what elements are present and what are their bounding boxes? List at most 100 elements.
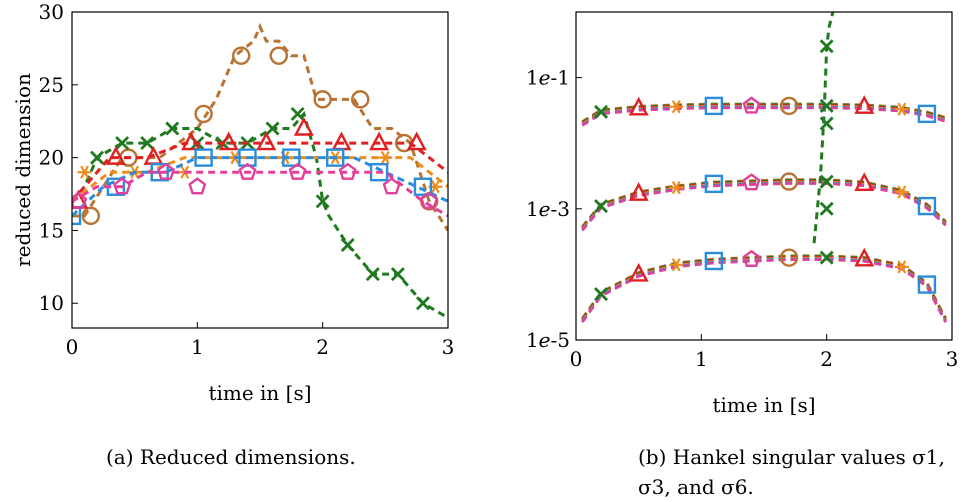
data-point-b0-2: [628, 96, 649, 116]
x-tick-label: 3: [946, 347, 959, 371]
band-line-0-5: [581, 106, 947, 127]
plot-frame: [575, 11, 953, 341]
data-point-5-1: [113, 177, 132, 195]
data-point-b2-5: [742, 249, 761, 267]
data-point-5-3: [188, 177, 207, 195]
y-tick-label: 15: [39, 218, 64, 242]
data-point-b1-8: [854, 172, 875, 192]
blowup-point-0: [819, 39, 834, 54]
data-point-3-6: [378, 151, 393, 165]
y-tick-label: 10: [39, 291, 64, 315]
data-point-0-0: [81, 206, 101, 226]
data-point-b1-9: [894, 185, 909, 199]
series-line-4: [72, 156, 448, 217]
data-point-b2-8: [854, 247, 875, 267]
data-point-0-2: [194, 104, 213, 124]
data-point-b1-5: [742, 173, 761, 191]
chart-a-series: [72, 22, 448, 320]
y-tick-label: 25: [39, 73, 64, 97]
data-point-b1-4: [704, 174, 724, 194]
data-point-1-0: [90, 150, 105, 165]
data-point-2-8: [369, 131, 390, 151]
y-axis-label: reduced dimension: [11, 73, 35, 267]
data-point-5-4: [238, 162, 257, 180]
data-point-b2-2: [628, 262, 649, 282]
blowup-point-2: [819, 201, 834, 216]
blowup-point-1: [819, 116, 834, 131]
x-tick-label: 0: [570, 347, 583, 371]
data-point-5-8: [420, 191, 439, 210]
data-point-b2-3: [669, 258, 684, 272]
data-point-b0-3: [669, 100, 684, 114]
data-point-1-12: [390, 267, 405, 282]
y-tick-label: 20: [39, 146, 64, 170]
x-axis-label: time in [s]: [208, 381, 311, 405]
data-point-b1-3: [669, 181, 684, 195]
x-tick-label: 0: [66, 335, 79, 359]
data-point-b0-10: [917, 104, 937, 124]
data-point-4-3: [194, 148, 213, 167]
data-point-2-6: [293, 116, 314, 136]
data-point-5-7: [382, 177, 401, 195]
data-point-1-13: [415, 296, 430, 311]
data-point-b2-7: [819, 250, 834, 265]
data-point-b1-2: [628, 182, 649, 201]
data-point-b0-4: [704, 96, 724, 116]
data-point-b1-10: [917, 196, 937, 216]
y-tick-label: 1e-1: [526, 66, 570, 90]
data-point-1-11: [365, 267, 380, 282]
data-point-5-2: [156, 162, 176, 180]
data-point-b0-9: [894, 102, 909, 116]
data-point-4-8: [413, 177, 433, 196]
data-point-1-8: [290, 106, 305, 121]
x-axis-label: time in [s]: [712, 393, 815, 417]
y-tick-label: 30: [39, 0, 64, 24]
chart-b: 0 1 2 3 1e-5 1e-3 1e-1 time in [s]: [526, 11, 959, 417]
data-point-b0-1: [594, 104, 609, 119]
data-point-4-5: [282, 148, 301, 167]
x-tick-label: 1: [191, 335, 204, 359]
x-tick-label: 2: [316, 335, 329, 359]
data-point-b2-9: [894, 260, 909, 274]
data-point-b0-8: [854, 95, 875, 114]
data-point-b2-6: [779, 248, 799, 267]
data-point-5-6: [338, 162, 357, 180]
caption-b: (b) Hankel singular values σ1, σ3, and σ…: [638, 445, 945, 499]
data-point-b1-7: [819, 174, 834, 189]
data-point-2-3: [181, 131, 202, 151]
data-point-4-0: [72, 206, 82, 226]
data-point-1-2: [140, 136, 155, 151]
x-tick-label: 3: [442, 335, 455, 359]
data-point-b0-7: [819, 98, 834, 113]
data-point-b0-6: [779, 96, 799, 116]
x-tick-label: 1: [695, 347, 708, 371]
data-point-3-0: [77, 165, 92, 179]
chart-b-series: [581, 12, 947, 324]
chart-a: 0 1 2 3 10 15 20 25 30 time in [s] reduced dimensi…: [11, 0, 454, 405]
data-point-b1-1: [594, 199, 609, 214]
data-point-2-5: [256, 131, 277, 151]
green-blowup-line: [812, 12, 835, 244]
data-point-b1-6: [779, 172, 799, 191]
x-tick-label: 2: [820, 347, 833, 371]
data-point-5-0: [72, 191, 88, 210]
plot-frame: [71, 11, 449, 329]
series-line-1: [72, 110, 448, 320]
data-point-0-5: [313, 90, 332, 109]
y-tick-label: 1e-5: [526, 328, 570, 352]
data-point-b2-1: [594, 287, 609, 302]
series-line-2: [72, 141, 448, 203]
data-point-1-3: [165, 121, 180, 136]
data-point-1-1: [115, 136, 130, 151]
y-tick-label: 1e-3: [526, 197, 570, 221]
data-point-2-1: [105, 146, 126, 165]
data-point-1-10: [340, 238, 355, 252]
data-point-4-6: [326, 148, 345, 167]
data-point-b2-10: [917, 275, 937, 294]
data-point-0-4: [269, 46, 288, 65]
series-line-0: [72, 22, 448, 232]
data-point-1-9: [315, 194, 330, 209]
data-point-0-6: [351, 90, 370, 109]
data-point-2-4: [218, 131, 239, 151]
